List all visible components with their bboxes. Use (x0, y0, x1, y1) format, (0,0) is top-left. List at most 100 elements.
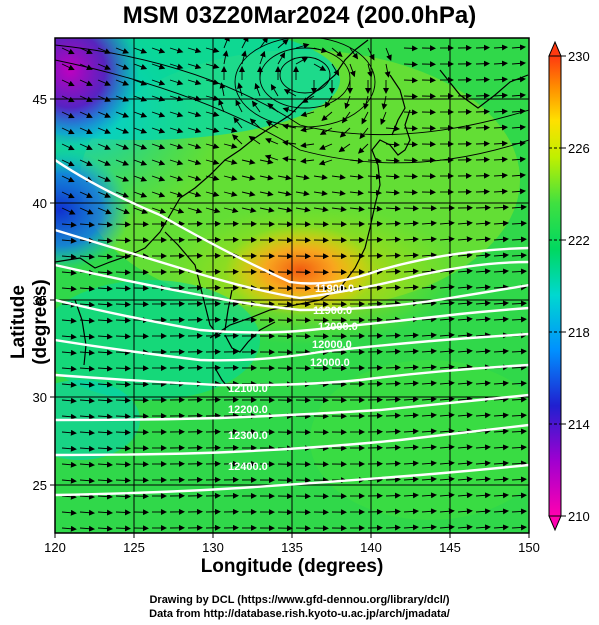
wind-vector (331, 174, 346, 181)
wind-vector (475, 284, 491, 291)
wind-vector (493, 476, 509, 483)
wind-vector (385, 524, 401, 531)
wind-vector (205, 175, 220, 182)
wind-vector (115, 349, 131, 356)
wind-vector (97, 111, 111, 118)
wind-vector (319, 143, 333, 150)
colorbar-tick-label: 222 (568, 233, 590, 248)
wind-vector (403, 412, 419, 419)
wind-vector (295, 190, 310, 197)
wind-vector (457, 220, 473, 227)
wind-vector (511, 428, 527, 435)
contour-labels: 11900.0 11900.0 12000.0 12000.0 12000.0 … (228, 283, 358, 473)
wind-vector (205, 159, 220, 166)
wind-vector (349, 189, 364, 196)
contour-label: 12400.0 (228, 461, 268, 473)
wind-vector (115, 477, 131, 484)
wind-vector (475, 412, 491, 419)
wind-vector (439, 268, 455, 275)
wind-vector (277, 206, 293, 213)
wind-vector (511, 524, 527, 531)
wind-vector (385, 47, 392, 62)
wind-vector (169, 63, 184, 70)
wind-vector (115, 253, 131, 260)
wind-vector (222, 50, 229, 65)
wind-vector (79, 47, 93, 55)
wind-vector (259, 38, 269, 49)
wind-vector (493, 252, 509, 259)
wind-vector (403, 268, 419, 275)
wind-vector (233, 116, 243, 129)
wind-vector (169, 95, 184, 102)
wind-vector (361, 111, 369, 125)
wind-vector (439, 460, 455, 467)
y-tick-label: 45 (33, 92, 47, 107)
wind-vector (421, 428, 437, 435)
wind-vector (265, 121, 279, 129)
credit-data: Data from http://database.rish.kyoto-u.a… (149, 608, 450, 620)
wind-vector (331, 47, 343, 58)
wind-vector (493, 444, 509, 451)
x-tick-label: 140 (360, 540, 382, 555)
wind-vector (367, 189, 382, 196)
wind-vector (115, 221, 131, 228)
wind-vector (223, 143, 238, 149)
wind-vector (169, 127, 184, 134)
wind-vector (381, 95, 388, 110)
wind-vector (115, 111, 130, 118)
wind-vector (403, 173, 418, 180)
wind-vector (403, 77, 418, 84)
contour-label: 12100.0 (228, 383, 268, 395)
contour-label: 12300.0 (228, 430, 268, 442)
wind-vector (79, 221, 95, 228)
wind-vector (97, 143, 111, 150)
wind-vector (457, 396, 473, 403)
wind-vector (282, 156, 297, 163)
wind-vector (511, 108, 526, 115)
wind-vector (264, 154, 279, 161)
wind-vector (493, 124, 508, 131)
wind-vector (115, 47, 130, 54)
wind-vector (277, 174, 292, 181)
wind-vector (169, 143, 184, 150)
wind-vector (133, 127, 148, 134)
wind-vector (97, 445, 113, 452)
wind-vector (319, 127, 333, 135)
wind-vector (151, 47, 166, 54)
wind-vector (223, 127, 238, 133)
wind-vector (439, 236, 455, 243)
y-tick-label: 30 (33, 390, 47, 405)
wind-vector (331, 190, 346, 197)
wind-vector (457, 444, 473, 451)
wind-vector (115, 159, 130, 166)
wind-vector (249, 118, 261, 129)
wind-vector (403, 460, 419, 467)
wind-vector (79, 525, 95, 532)
wind-vector (511, 460, 527, 467)
wind-vector (439, 284, 455, 291)
wind-vector (115, 143, 130, 150)
wind-vector (205, 207, 221, 214)
wind-vector (421, 284, 437, 291)
wind-vector (79, 333, 95, 340)
credit-drawing: Drawing by DCL (https://www.gfd-dennou.o… (149, 594, 450, 606)
wind-vector (79, 301, 95, 308)
wind-vector (439, 380, 455, 387)
contour-label: 12000.0 (312, 339, 352, 351)
wind-vector (79, 285, 95, 292)
wind-vector (61, 317, 77, 324)
x-tick-label: 135 (281, 540, 303, 555)
wind-vector (403, 444, 419, 451)
wind-vector (115, 461, 131, 468)
wind-vector (457, 524, 473, 531)
wind-vector (385, 268, 401, 275)
wind-vector (385, 492, 401, 499)
wind-vector (403, 125, 418, 132)
wind-vector (439, 476, 455, 483)
wind-vector (151, 175, 166, 182)
wind-vector (187, 191, 202, 198)
wind-vector (493, 76, 508, 83)
wind-vector (403, 380, 419, 387)
wind-vector (79, 207, 94, 215)
colorbar-tick-label: 210 (568, 509, 590, 524)
